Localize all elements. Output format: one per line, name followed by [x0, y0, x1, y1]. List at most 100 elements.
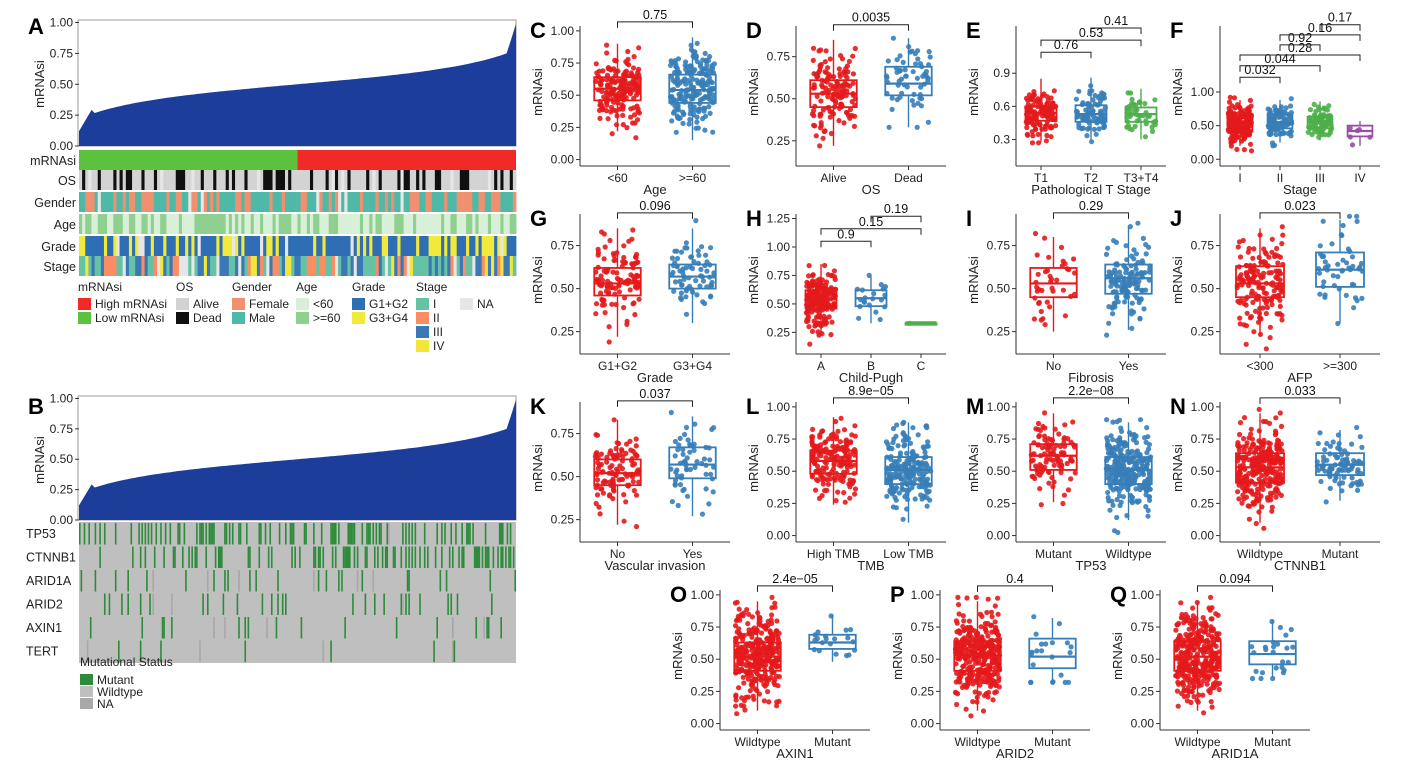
age-track-cell: [422, 214, 426, 234]
mutation-mark: [512, 546, 515, 568]
data-point: [1268, 297, 1274, 303]
data-point: [1114, 283, 1120, 289]
stage-track-cell: [441, 256, 445, 276]
gender-track-cell: [247, 192, 252, 212]
os-track-cell: [347, 170, 351, 190]
track-label-mrnasi: mRNAsi: [30, 154, 76, 168]
os-track-cell: [194, 170, 199, 190]
mutation-mark: [83, 523, 86, 545]
data-point: [1228, 143, 1234, 149]
grade-track-cell: [153, 236, 158, 256]
age-track-cell: [444, 214, 448, 234]
data-point: [844, 88, 850, 94]
os-track-cell: [300, 170, 305, 190]
data-point: [1249, 436, 1255, 442]
data-point: [739, 695, 745, 701]
data-point: [633, 436, 639, 442]
data-point: [1268, 493, 1274, 499]
mutation-mark: [434, 546, 437, 568]
panel-b-label: B: [28, 394, 44, 419]
mutation-mark: [139, 640, 142, 662]
data-point: [1231, 95, 1238, 101]
stage-track-cell: [113, 256, 117, 276]
gender-track-cell: [122, 192, 127, 212]
os-track-cell: [453, 170, 458, 190]
data-point: [828, 130, 835, 137]
y-tick-label: 0.75: [551, 239, 575, 253]
stage-track-cell: [285, 256, 289, 276]
mutation-mark: [505, 546, 507, 568]
data-point: [744, 607, 750, 613]
age-track-cell: [175, 214, 180, 234]
grade-track-cell: [369, 236, 373, 256]
stage-track-cell: [484, 256, 489, 276]
na-mark: [206, 570, 209, 592]
data-point: [674, 65, 680, 72]
grade-track-cell: [238, 236, 242, 256]
na-mark: [171, 593, 173, 615]
grade-track-cell: [285, 236, 289, 256]
data-point: [923, 69, 930, 75]
data-point: [805, 311, 811, 317]
data-point: [833, 418, 839, 425]
data-point: [1125, 294, 1131, 300]
mutation-mark: [380, 523, 382, 545]
data-point: [1118, 284, 1124, 290]
data-point: [919, 496, 925, 502]
data-point: [636, 296, 642, 302]
data-point: [834, 443, 841, 449]
os-track-cell: [313, 170, 317, 190]
data-point: [1129, 325, 1135, 331]
data-point: [809, 328, 816, 334]
data-point: [1030, 457, 1036, 463]
os-track-cell: [191, 170, 195, 190]
data-point: [604, 77, 610, 83]
mutation-mark: [303, 523, 306, 545]
data-point: [683, 311, 690, 317]
legend-title-gender: Gender: [232, 280, 272, 294]
data-point: [900, 59, 906, 65]
data-point: [1025, 97, 1031, 103]
y-tick-label: 0.50: [987, 282, 1011, 296]
gender-track-cell: [350, 192, 355, 212]
age-track-cell: [466, 214, 470, 234]
data-point: [814, 477, 820, 483]
data-point: [593, 500, 599, 507]
gender-track-cell: [163, 192, 167, 212]
grade-track-cell: [472, 236, 476, 256]
gender-track-cell: [150, 192, 155, 212]
os-track-cell: [447, 170, 451, 190]
stage-track-cell: [244, 256, 248, 276]
data-point: [898, 76, 905, 82]
age-track-cell: [363, 214, 367, 234]
data-point: [1277, 277, 1283, 283]
os-track-cell: [294, 170, 298, 190]
os-track-cell: [175, 170, 180, 190]
mutation-mark: [94, 523, 97, 545]
grade-track-cell: [135, 236, 139, 256]
mutation-mark: [456, 593, 459, 615]
grade-track-cell: [79, 236, 83, 256]
data-point: [1129, 300, 1135, 306]
data-point: [677, 435, 683, 441]
gender-track-cell: [250, 192, 255, 212]
mutation-mark: [196, 546, 198, 568]
age-track-cell: [141, 214, 145, 234]
data-point: [1142, 100, 1148, 107]
data-point: [1118, 499, 1124, 505]
mutation-mark: [378, 523, 381, 545]
data-point: [741, 680, 747, 686]
b-ytick-label: 1.00: [50, 391, 74, 405]
grade-track-cell: [138, 236, 142, 256]
x-tick-label: C: [917, 359, 926, 373]
data-point: [1256, 406, 1262, 412]
data-point: [895, 443, 901, 449]
mutation-mark: [163, 546, 165, 568]
legend-title-mrnasi: mRNAsi: [78, 280, 122, 294]
os-track-cell: [122, 170, 127, 190]
y-tick-label: 0.25: [987, 325, 1011, 339]
mutation-mark: [114, 570, 117, 592]
os-track-cell: [434, 170, 439, 190]
box-0: [1029, 443, 1078, 471]
os-track-cell: [359, 170, 364, 190]
